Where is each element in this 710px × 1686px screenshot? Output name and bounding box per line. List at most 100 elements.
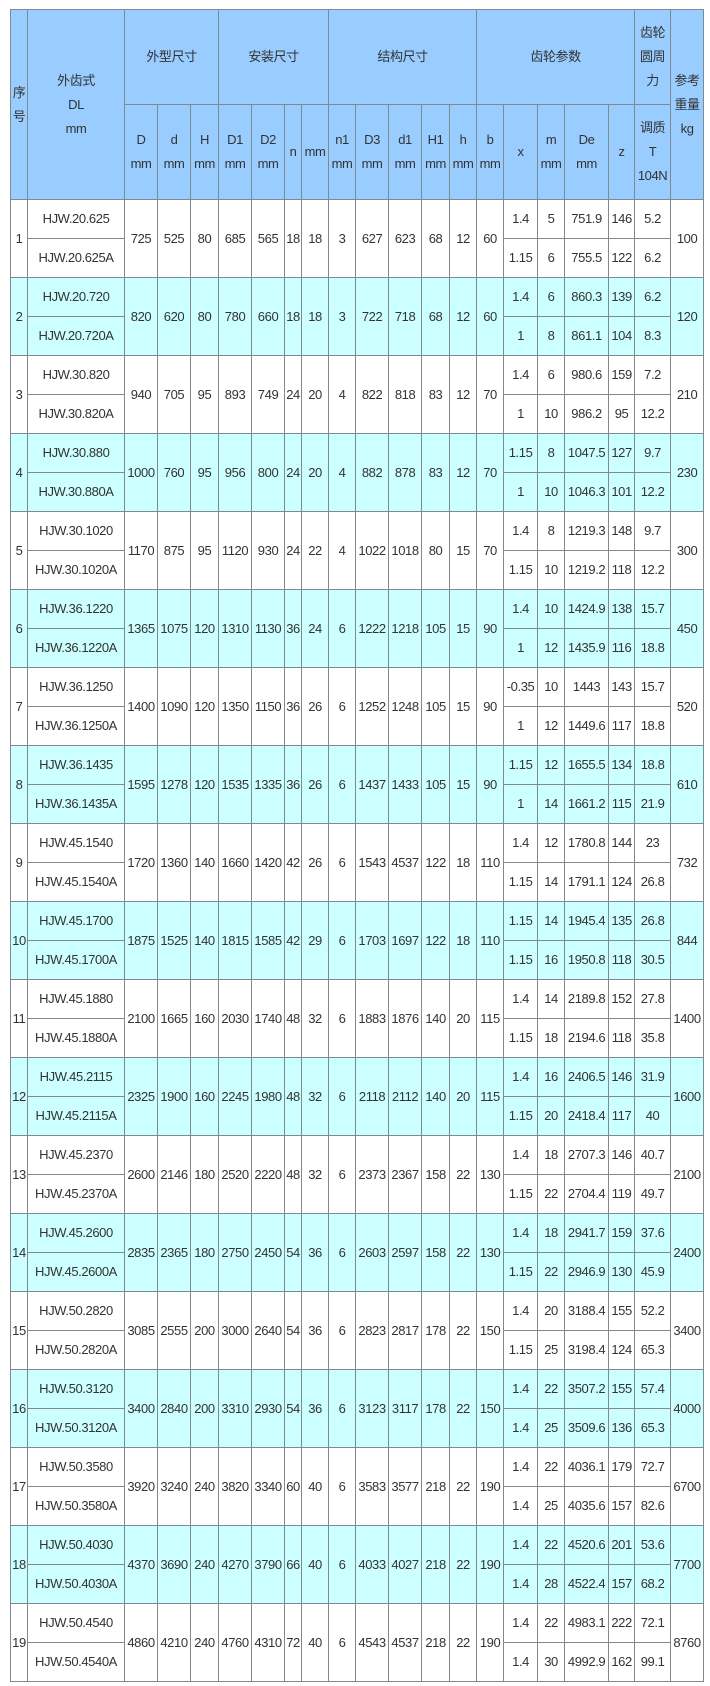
dim-h-cell: 22 bbox=[449, 1447, 478, 1526]
dim-d-cell: 1720 bbox=[124, 823, 158, 902]
dim-n-cell: 60 bbox=[284, 1447, 303, 1526]
gear-x-cell: 1.15 bbox=[503, 862, 539, 902]
subheader-cell: H mm bbox=[189, 104, 220, 200]
dim-n-cell: 48 bbox=[284, 1057, 303, 1136]
table-row: HJW.50.4030A 1.4 28 4522.4 157 68.2 bbox=[11, 1564, 704, 1604]
dim-mm-cell: 26 bbox=[301, 745, 330, 824]
weight-cell: 230 bbox=[670, 433, 705, 512]
gear-de-cell: 4036.1 bbox=[564, 1447, 610, 1487]
dim-d3-cell: 3123 bbox=[355, 1369, 390, 1448]
gear-z-cell: 136 bbox=[608, 1408, 636, 1448]
gear-x-cell: 1.15 bbox=[503, 940, 539, 980]
gear-x-cell: 1.4 bbox=[503, 1642, 539, 1682]
model-cell: HJW.45.1880A bbox=[27, 1018, 125, 1058]
dim-h-cell: 20 bbox=[449, 1057, 478, 1136]
gear-m-cell: 22 bbox=[537, 1525, 566, 1565]
dim-n-cell: 48 bbox=[284, 979, 303, 1058]
gear-z-cell: 122 bbox=[608, 238, 636, 278]
gear-force-cell: 27.8 bbox=[634, 979, 672, 1019]
table-row: HJW.50.2820A 1.15 25 3198.4 124 65.3 bbox=[11, 1330, 704, 1370]
dim-d2-cell: 2640 bbox=[251, 1291, 286, 1370]
subheader-cell: n1 mm bbox=[328, 104, 357, 200]
gear-z-cell: 201 bbox=[608, 1525, 636, 1565]
dim-d3-cell: 3583 bbox=[355, 1447, 390, 1526]
table-row: 11 HJW.45.1880 2100 1665 160 2030 1740 48 32 6 188… bbox=[10, 979, 705, 1058]
gear-m-cell: 10 bbox=[537, 550, 566, 590]
dim-d-cell: 725 bbox=[124, 199, 158, 278]
dim-h-cell: 80 bbox=[189, 199, 220, 278]
gear-z-cell: 146 bbox=[608, 1057, 636, 1097]
dim-h1-cell: 80 bbox=[421, 511, 451, 590]
gear-force-cell: 12.2 bbox=[634, 550, 672, 590]
row-index: 13 bbox=[10, 1135, 28, 1214]
gear-force-cell: 65.3 bbox=[634, 1408, 672, 1448]
dim-mm-cell: 18 bbox=[301, 277, 330, 356]
dim-d-cell: 2365 bbox=[157, 1213, 191, 1292]
dim-d1-cell: 2112 bbox=[388, 1057, 423, 1136]
dim-n1-cell: 4 bbox=[328, 511, 357, 590]
dim-h-cell: 95 bbox=[189, 355, 220, 434]
model-cell: HJW.45.2600A bbox=[27, 1252, 125, 1292]
table-row: HJW.45.2370A 1.15 22 2704.4 119 49.7 bbox=[11, 1174, 704, 1214]
gear-z-cell: 148 bbox=[608, 511, 636, 551]
dim-d-cell: 760 bbox=[157, 433, 191, 512]
gear-m-cell: 14 bbox=[537, 901, 566, 941]
table-row: HJW.45.1880A 1.15 18 2194.6 118 35.8 bbox=[11, 1018, 704, 1058]
gear-x-cell: 1.15 bbox=[503, 1252, 539, 1292]
dim-h-cell: 95 bbox=[189, 433, 220, 512]
gear-m-cell: 22 bbox=[537, 1174, 566, 1214]
dim-h-cell: 120 bbox=[189, 745, 220, 824]
gear-x-cell: 1.15 bbox=[503, 901, 539, 941]
gear-m-cell: 5 bbox=[537, 199, 566, 239]
dim-d-cell: 1665 bbox=[157, 979, 191, 1058]
gear-m-cell: 10 bbox=[537, 589, 566, 629]
dim-h-cell: 120 bbox=[189, 589, 220, 668]
gear-force-cell: 9.7 bbox=[634, 433, 672, 473]
model-cell: HJW.50.2820A bbox=[27, 1330, 125, 1370]
dim-d1-cell: 4270 bbox=[218, 1525, 253, 1604]
model-cell: HJW.45.2600 bbox=[27, 1213, 125, 1253]
model-cell: HJW.45.2370A bbox=[27, 1174, 125, 1214]
dim-d-cell: 4860 bbox=[124, 1603, 158, 1682]
weight-cell: 7700 bbox=[670, 1525, 705, 1604]
dim-h1-cell: 83 bbox=[421, 355, 451, 434]
gear-de-cell: 980.6 bbox=[564, 355, 610, 395]
gear-m-cell: 8 bbox=[537, 511, 566, 551]
dim-n-cell: 42 bbox=[284, 823, 303, 902]
dim-h-cell: 22 bbox=[449, 1291, 478, 1370]
gear-z-cell: 146 bbox=[608, 1135, 636, 1175]
gear-z-cell: 95 bbox=[608, 394, 636, 434]
dim-d-cell: 3400 bbox=[124, 1369, 158, 1448]
gear-m-cell: 30 bbox=[537, 1642, 566, 1682]
gear-m-cell: 14 bbox=[537, 784, 566, 824]
gear-m-cell: 14 bbox=[537, 862, 566, 902]
weight-cell: 210 bbox=[670, 355, 705, 434]
dim-h1-cell: 68 bbox=[421, 199, 451, 278]
dim-d1-cell: 3310 bbox=[218, 1369, 253, 1448]
dim-d-cell: 1400 bbox=[124, 667, 158, 746]
gear-m-cell: 16 bbox=[537, 940, 566, 980]
dim-mm-cell: 36 bbox=[301, 1369, 330, 1448]
gear-de-cell: 1424.9 bbox=[564, 589, 610, 629]
dim-mm-cell: 40 bbox=[301, 1447, 330, 1526]
dim-b-cell: 150 bbox=[476, 1369, 505, 1448]
dim-n1-cell: 4 bbox=[328, 433, 357, 512]
gear-de-cell: 2941.7 bbox=[564, 1213, 610, 1253]
weight-cell: 450 bbox=[670, 589, 705, 668]
gear-x-cell: 1.4 bbox=[503, 1564, 539, 1604]
dim-mm-cell: 22 bbox=[301, 511, 330, 590]
dim-d1-cell: 2817 bbox=[388, 1291, 423, 1370]
dim-d2-cell: 2450 bbox=[251, 1213, 286, 1292]
gear-force-cell: 72.1 bbox=[634, 1603, 672, 1643]
dim-d3-cell: 1022 bbox=[355, 511, 390, 590]
gear-de-cell: 2707.3 bbox=[564, 1135, 610, 1175]
dim-d1-cell: 2030 bbox=[218, 979, 253, 1058]
gear-force-cell: 15.7 bbox=[634, 589, 672, 629]
dim-d1-cell: 4027 bbox=[388, 1525, 423, 1604]
gear-x-cell: 1.15 bbox=[503, 1096, 539, 1136]
model-cell: HJW.20.720 bbox=[27, 277, 125, 317]
dim-mm-cell: 18 bbox=[301, 199, 330, 278]
model-cell: HJW.30.1020A bbox=[27, 550, 125, 590]
dim-n-cell: 36 bbox=[284, 745, 303, 824]
subheader-cell: D2 mm bbox=[251, 104, 286, 200]
